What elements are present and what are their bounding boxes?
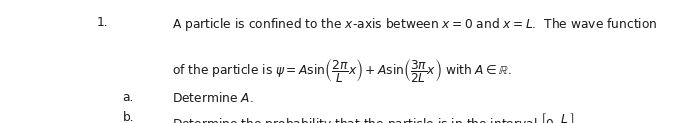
Text: a.: a. xyxy=(122,91,134,104)
Text: 1.: 1. xyxy=(97,16,108,29)
Text: A particle is confined to the $x$-axis between $x = 0$ and $x = L$.  The wave fu: A particle is confined to the $x$-axis b… xyxy=(172,16,657,33)
Text: Determine $A$.: Determine $A$. xyxy=(172,91,253,105)
Text: Determine the probability that the particle is in the interval $\left[0, \dfrac{: Determine the probability that the parti… xyxy=(172,111,579,123)
Text: of the particle is $\psi = A\sin\!\left(\dfrac{2\pi}{L}x\right) + A\sin\!\left(\: of the particle is $\psi = A\sin\!\left(… xyxy=(172,57,511,84)
Text: b.: b. xyxy=(122,111,134,123)
